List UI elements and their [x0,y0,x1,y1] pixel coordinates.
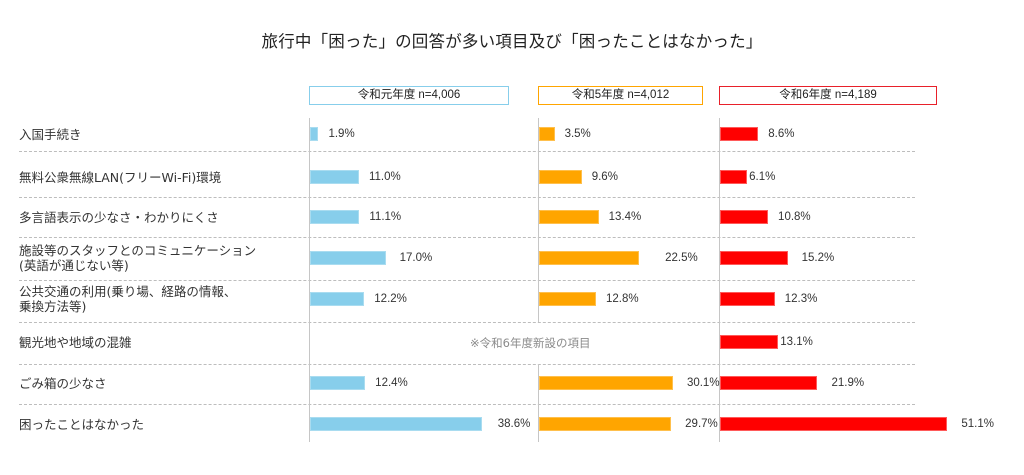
category-label-line: 無料公衆無線LAN(フリーWi-Fi)環境 [19,169,222,185]
data-label: 6.1% [749,171,776,183]
bar-series-0 [310,127,319,141]
data-label: 51.1% [961,418,994,430]
bar-series-1 [539,127,555,141]
row-divider [19,151,915,152]
bar-series-1 [539,210,599,224]
data-label: 38.6% [497,418,531,430]
category-label: 無料公衆無線LAN(フリーWi-Fi)環境 [19,170,221,185]
category-label-line: 観光地や地域の混雑 [19,334,132,350]
category-label-line: 困ったことはなかった [19,416,145,432]
category-label-line: 多言語表示の少なさ・わかりにくさ [19,209,219,225]
category-label: 困ったことはなかった [19,417,144,432]
bar-series-0 [310,210,360,224]
row-divider [19,364,915,365]
bar-series-2 [720,210,769,224]
bar-series-1 [539,170,582,184]
row-divider [19,197,915,198]
series-axis [719,118,720,442]
bar-series-2 [720,376,818,390]
bar-series-0 [310,170,359,184]
data-label: 12.8% [605,293,639,305]
category-label-line: 乗換方法等) [19,299,87,314]
bar-series-2 [720,335,779,349]
category-label: 入国手続き [19,127,82,142]
new-item-note: ※令和6年度新設の項目 [470,336,591,350]
category-label-line: 入国手続き [19,126,82,142]
data-label: 30.1% [686,377,720,389]
bar-series-0 [310,292,365,306]
data-label: 15.2% [801,252,835,264]
data-label: 11.0% [368,171,401,183]
series-axis [309,118,310,442]
data-label: 12.3% [784,293,818,305]
data-label: 1.9% [328,128,355,140]
category-label-line: 施設等のスタッフとのコミュニケーション [19,243,257,258]
data-label: 17.0% [399,252,433,264]
category-label: 観光地や地域の混雑 [19,335,132,350]
category-label: ごみ箱の少なさ [19,376,107,391]
bar-series-1 [539,417,672,431]
row-divider [19,404,915,405]
data-label: 22.5% [665,252,698,264]
bar-series-2 [720,127,759,141]
bar-series-2 [720,170,748,184]
data-label: 12.4% [375,377,408,389]
bar-series-2 [720,251,788,265]
category-label: 公共交通の利用(乗り場、経路の情報、 乗換方法等) [19,284,236,314]
row-divider [19,322,915,323]
bar-series-0 [310,417,482,431]
bar-series-1 [539,376,673,390]
data-label: 29.7% [685,418,718,430]
series-axis [538,364,539,442]
bar-series-1 [539,292,596,306]
series-axis [538,118,539,322]
legend-series-1: 令和5年度 n=4,012 [538,86,703,105]
data-label: 3.5% [564,128,591,140]
data-label: 9.6% [591,171,618,183]
category-label: 施設等のスタッフとのコミュニケーション (英語が通じない等) [19,243,256,273]
category-label-line: ごみ箱の少なさ [19,375,107,391]
data-label: 13.4% [608,211,642,223]
data-label: 21.9% [831,377,865,389]
data-label: 11.1% [369,211,402,223]
bar-series-1 [539,251,640,265]
category-label-line: (英語が通じない等) [19,258,129,273]
data-label: 13.1% [780,336,813,348]
bar-series-0 [310,376,366,390]
legend-series-0: 令和元年度 n=4,006 [309,86,509,105]
bar-series-0 [310,251,386,265]
category-label: 多言語表示の少なさ・わかりにくさ [19,210,219,225]
data-label: 10.8% [778,211,811,223]
data-label: 12.2% [374,293,407,305]
bar-series-2 [720,292,775,306]
row-divider [19,280,915,281]
bar-series-2 [720,417,948,431]
legend-series-2: 令和6年度 n=4,189 [719,86,937,105]
data-label: 8.6% [768,128,795,140]
row-divider [19,237,915,238]
category-label-line: 公共交通の利用(乗り場、経路の情報、 [19,284,237,299]
chart-title: 旅行中「困った」の回答が多い項目及び「困ったことはなかった」 [261,32,763,51]
